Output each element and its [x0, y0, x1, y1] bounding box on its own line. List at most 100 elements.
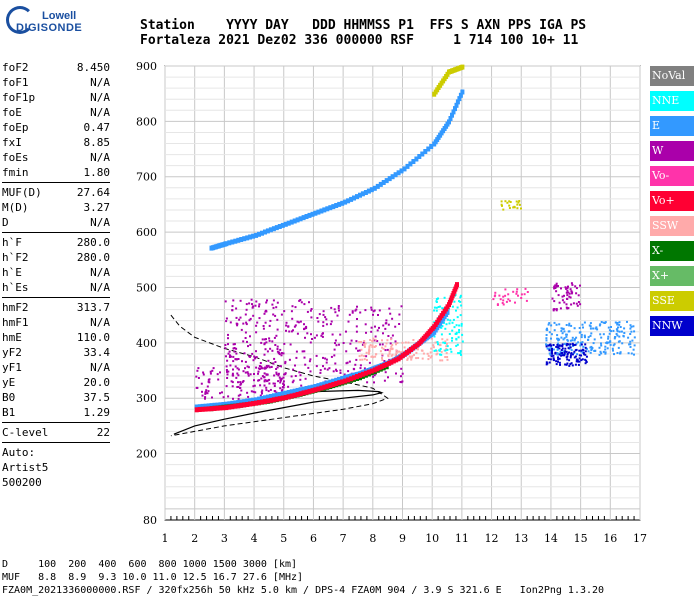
- echo-point-e: [571, 339, 574, 342]
- echo-point-w: [284, 360, 287, 363]
- echo-point-w: [297, 321, 300, 324]
- echo-point-vo-minus: [499, 298, 502, 301]
- echo-point-w: [257, 370, 260, 373]
- echo-point-w: [281, 386, 284, 388]
- echo-point-e: [565, 324, 568, 326]
- echo-point-w: [276, 345, 279, 348]
- echo-point-e: [556, 353, 559, 356]
- trace-point: [319, 385, 324, 391]
- trace-point: [245, 402, 250, 407]
- echo-point-w: [290, 310, 293, 313]
- echo-point-e: [566, 338, 569, 341]
- echo-point-w: [271, 340, 274, 343]
- param-row: h`F2 280.0: [2, 250, 110, 265]
- echo-point-e: [618, 335, 621, 338]
- echo-point-vo-minus: [524, 287, 527, 290]
- echo-point-ssw: [368, 349, 371, 352]
- x-tick-label: 12: [485, 532, 499, 545]
- echo-point-w: [305, 325, 308, 328]
- param-label: hmF2: [2, 301, 29, 314]
- param-value: 280.0: [76, 236, 110, 249]
- trace-point: [384, 178, 389, 184]
- echo-point-nnw: [552, 357, 555, 360]
- param-label: foF1: [2, 76, 29, 89]
- echo-point-e: [616, 329, 619, 332]
- echo-point-nne: [455, 337, 458, 340]
- echo-point-vo-minus: [501, 302, 504, 304]
- echo-point-w: [269, 319, 272, 322]
- echo-point-w: [246, 365, 249, 368]
- echo-point-w: [238, 318, 241, 321]
- echo-point-w: [268, 378, 271, 381]
- param-value: N/A: [90, 106, 110, 119]
- echo-point-w: [306, 310, 309, 313]
- trace-point: [212, 405, 217, 411]
- echo-point-nne: [438, 349, 441, 352]
- echo-point-e: [573, 352, 576, 354]
- echo-point-w: [401, 372, 404, 375]
- echo-point-w: [565, 306, 568, 309]
- echo-point-nne: [437, 297, 439, 300]
- echo-point-vo-minus: [520, 293, 523, 296]
- x-tick-label: 17: [633, 532, 647, 545]
- echo-point-ssw: [413, 354, 415, 356]
- echo-point-e: [615, 333, 618, 335]
- echo-point-e: [629, 324, 632, 327]
- echo-point-e: [578, 327, 581, 329]
- echo-point-w: [570, 290, 573, 293]
- trace-point: [283, 221, 288, 227]
- echo-point-e: [584, 336, 586, 339]
- echo-point-nne: [452, 318, 455, 321]
- param-value: 3.27: [83, 201, 111, 214]
- echo-point-w: [255, 356, 258, 359]
- station-header: Station YYYY DAY DDD HHMMSS P1 FFS S AXN…: [140, 18, 586, 48]
- trace-point: [289, 389, 294, 395]
- echo-point-w: [207, 380, 210, 383]
- param-row: B0 37.5: [2, 390, 110, 405]
- echo-point-e: [569, 339, 572, 342]
- echo-point-w: [237, 381, 239, 384]
- echo-point-w: [236, 323, 239, 325]
- echo-point-w: [568, 292, 571, 295]
- echo-point-nnw: [558, 357, 561, 360]
- echo-point-w: [299, 378, 302, 381]
- echo-point-nne: [451, 329, 454, 332]
- echo-point-w: [323, 367, 326, 370]
- echo-point-w: [378, 326, 380, 329]
- echo-point-nnw: [561, 345, 564, 348]
- echo-point-w: [272, 306, 275, 309]
- echo-point-ssw: [429, 351, 432, 354]
- trace-point: [224, 405, 229, 411]
- echo-point-w: [234, 358, 237, 361]
- echo-point-w: [225, 320, 228, 323]
- echo-point-e: [626, 320, 628, 323]
- echo-point-w: [251, 352, 254, 355]
- echo-point-w: [284, 362, 287, 365]
- echo-point-nnw: [568, 364, 571, 367]
- echo-point-w: [287, 385, 290, 388]
- echo-point-w: [278, 353, 281, 356]
- echo-point-w: [374, 335, 377, 338]
- echo-point-e: [607, 335, 610, 338]
- echo-point-nnw: [558, 347, 561, 350]
- echo-point-ssw: [426, 352, 429, 355]
- echo-point-e: [614, 336, 617, 338]
- echo-point-e: [607, 337, 610, 340]
- echo-point-ssw: [396, 342, 399, 344]
- echo-point-nne: [442, 341, 445, 344]
- echo-point-w: [230, 355, 233, 358]
- echo-point-w: [359, 364, 362, 367]
- echo-point-w: [373, 309, 376, 312]
- echo-point-w: [565, 287, 568, 290]
- echo-point-e: [592, 327, 595, 330]
- echo-point-e: [556, 337, 559, 340]
- echo-point-e: [600, 342, 602, 345]
- echo-point-e: [545, 339, 548, 342]
- echo-point-w: [321, 332, 324, 335]
- echo-point-w: [575, 292, 578, 295]
- echo-point-nnw: [574, 355, 577, 358]
- echo-point-e: [560, 327, 563, 330]
- echo-point-w: [237, 368, 240, 371]
- echo-point-w: [555, 282, 558, 285]
- param-row: hmF1 N/A: [2, 315, 110, 330]
